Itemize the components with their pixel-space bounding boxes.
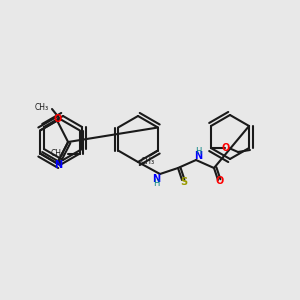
Text: CH₃: CH₃ <box>141 158 155 166</box>
Text: N: N <box>194 151 202 161</box>
Text: H: H <box>195 146 201 155</box>
Text: H: H <box>153 179 159 188</box>
Text: S: S <box>180 177 188 187</box>
Text: O: O <box>54 115 62 124</box>
Text: N: N <box>54 160 62 170</box>
Text: CH₃: CH₃ <box>35 103 49 112</box>
Text: CH₃: CH₃ <box>51 149 65 158</box>
Text: O: O <box>216 176 224 186</box>
Text: O: O <box>222 143 230 153</box>
Text: N: N <box>152 174 160 184</box>
